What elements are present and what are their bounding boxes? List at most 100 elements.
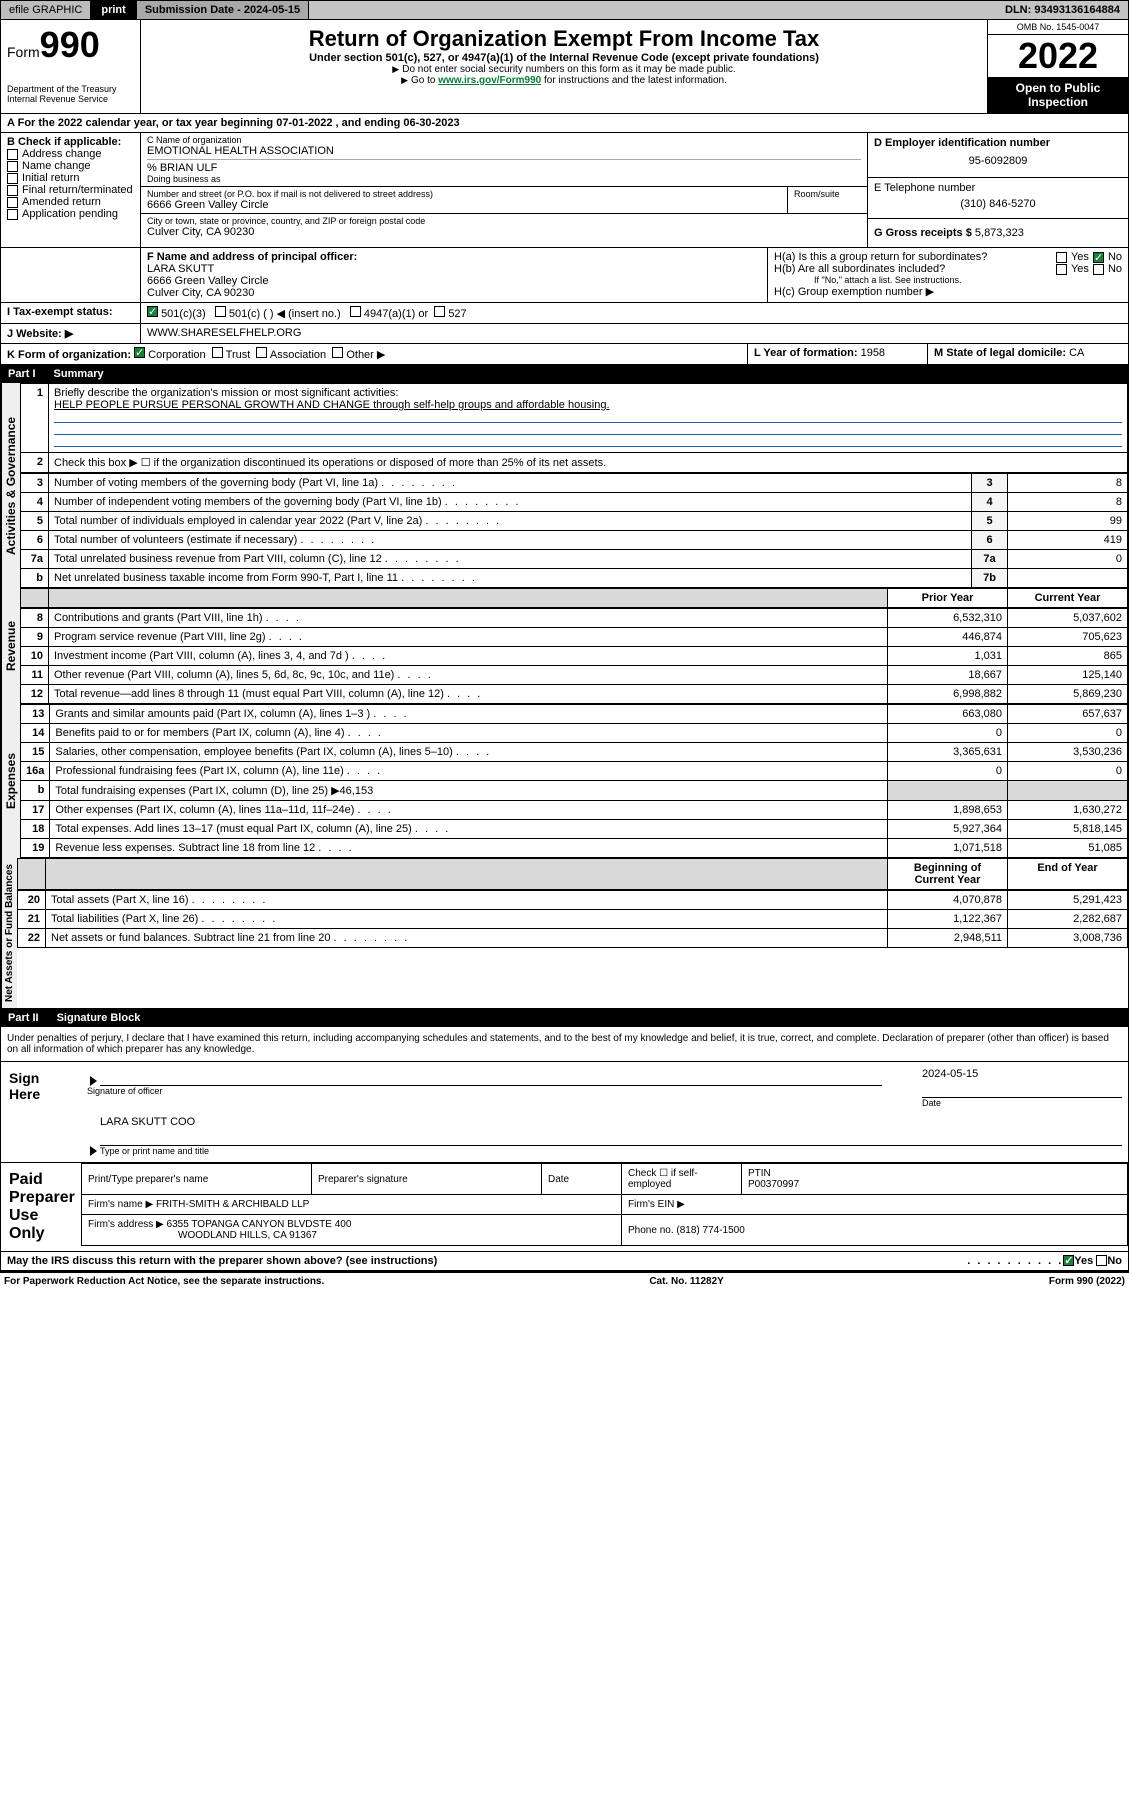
- box-b-item[interactable]: Address change: [7, 148, 134, 160]
- summary-row: bNet unrelated business taxable income f…: [21, 569, 1128, 588]
- revenue-section: Revenue Prior Year Current Year 8Contrib…: [0, 588, 1129, 704]
- phone-label: E Telephone number: [874, 182, 1122, 194]
- hb-yes[interactable]: [1056, 264, 1067, 275]
- efile-label: efile GRAPHIC: [1, 1, 91, 19]
- ha-yes[interactable]: [1056, 252, 1067, 263]
- page-footer: For Paperwork Reduction Act Notice, see …: [0, 1271, 1129, 1290]
- form-number: 990: [40, 24, 100, 65]
- expense-row: 17Other expenses (Part IX, column (A), l…: [21, 801, 1128, 820]
- no-text2: No: [1108, 263, 1122, 275]
- dots: . . . . . . . . . .: [967, 1255, 1063, 1267]
- i-label: I Tax-exempt status:: [1, 303, 141, 323]
- yes-text2: Yes: [1071, 263, 1089, 275]
- expense-row: bTotal fundraising expenses (Part IX, co…: [21, 781, 1128, 801]
- street-address: 6666 Green Valley Circle: [147, 199, 781, 211]
- declaration: Under penalties of perjury, I declare th…: [0, 1027, 1129, 1062]
- opt-other: Other ▶: [346, 349, 385, 361]
- ptin-value: P00370997: [748, 1179, 799, 1190]
- state-domicile: CA: [1069, 347, 1084, 359]
- opt-trust: Trust: [226, 349, 251, 361]
- discuss-yes[interactable]: [1063, 1255, 1074, 1266]
- opt-501c: 501(c) ( ) ◀ (insert no.): [229, 308, 341, 320]
- org-name: EMOTIONAL HEALTH ASSOCIATION: [147, 145, 861, 157]
- cat-no: Cat. No. 11282Y: [649, 1276, 723, 1287]
- 501c3-check[interactable]: [147, 306, 158, 317]
- assoc-check[interactable]: [256, 347, 267, 358]
- instr-ssn: Do not enter social security numbers on …: [147, 64, 981, 75]
- box-c-label: C Name of organization: [147, 135, 861, 145]
- corp-check[interactable]: [134, 347, 145, 358]
- summary-row: 4Number of independent voting members of…: [21, 493, 1128, 512]
- net-row: 20Total assets (Part X, line 16) . . . .…: [18, 891, 1128, 910]
- room-suite: Room/suite: [787, 187, 867, 213]
- city-label: City or town, state or province, country…: [147, 216, 861, 226]
- expense-row: 18Total expenses. Add lines 13–17 (must …: [21, 820, 1128, 839]
- print-button[interactable]: print: [91, 1, 136, 19]
- omb-number: OMB No. 1545-0047: [988, 20, 1128, 35]
- net-row: 21Total liabilities (Part X, line 26) . …: [18, 910, 1128, 929]
- part2-title: Signature Block: [57, 1012, 141, 1024]
- l1-label: Briefly describe the organization's miss…: [54, 387, 398, 399]
- discuss-no[interactable]: [1096, 1255, 1107, 1266]
- vlabel-exp: Expenses: [1, 704, 20, 858]
- topbar-spacer: [309, 7, 997, 13]
- part2-header: Part II Signature Block: [0, 1009, 1129, 1027]
- firm-label: Firm's name ▶: [88, 1199, 153, 1210]
- revenue-row: 9Program service revenue (Part VIII, lin…: [21, 628, 1128, 647]
- dba-label: Doing business as: [147, 174, 861, 184]
- hb-no[interactable]: [1093, 264, 1104, 275]
- trust-check[interactable]: [212, 347, 223, 358]
- self-employed-check[interactable]: Check ☐ if self-employed: [622, 1164, 742, 1195]
- hb-note: If "No," attach a list. See instructions…: [774, 275, 1122, 285]
- box-b-item[interactable]: Amended return: [7, 196, 134, 208]
- firm-phone: (818) 774-1500: [676, 1225, 744, 1236]
- 501c-check[interactable]: [215, 306, 226, 317]
- box-b-item[interactable]: Name change: [7, 160, 134, 172]
- sig-date: 2024-05-15: [922, 1068, 1122, 1080]
- 527-check[interactable]: [434, 306, 445, 317]
- arrow-icon: [90, 1076, 97, 1086]
- form-title: Return of Organization Exempt From Incom…: [147, 26, 981, 52]
- revenue-row: 8Contributions and grants (Part VIII, li…: [21, 609, 1128, 628]
- opt-527: 527: [448, 308, 466, 320]
- city-state-zip: Culver City, CA 90230: [147, 226, 861, 238]
- mission-text: HELP PEOPLE PURSUE PERSONAL GROWTH AND C…: [54, 399, 610, 411]
- net-section: Net Assets or Fund Balances Beginning of…: [0, 858, 1129, 1009]
- summary-row: 3Number of voting members of the governi…: [21, 474, 1128, 493]
- 4947-check[interactable]: [350, 306, 361, 317]
- website: WWW.SHARESELFHELP.ORG: [141, 324, 1128, 343]
- net-row: 22Net assets or fund balances. Subtract …: [18, 929, 1128, 948]
- officer-printed-name: LARA SKUTT COO: [100, 1116, 1122, 1128]
- expense-row: 19Revenue less expenses. Subtract line 1…: [21, 839, 1128, 858]
- ha-no[interactable]: [1093, 252, 1104, 263]
- discuss-row: May the IRS discuss this return with the…: [0, 1252, 1129, 1271]
- box-f-label: F Name and address of principal officer:: [147, 251, 761, 263]
- part1-header: Part I Summary: [0, 365, 1129, 383]
- firm-addr2: WOODLAND HILLS, CA 91367: [88, 1230, 317, 1241]
- begin-year-hdr: Beginning of Current Year: [888, 859, 1008, 890]
- revenue-row: 12Total revenue—add lines 8 through 11 (…: [21, 685, 1128, 704]
- paid-preparer-block: Paid Preparer Use Only Print/Type prepar…: [0, 1163, 1129, 1252]
- discuss-text: May the IRS discuss this return with the…: [7, 1255, 967, 1267]
- ein-value: 95-6092809: [874, 149, 1122, 173]
- box-b-item[interactable]: Final return/terminated: [7, 184, 134, 196]
- vlabel-gov: Activities & Governance: [1, 383, 20, 588]
- box-b-item[interactable]: Application pending: [7, 208, 134, 220]
- gross-receipts-value: 5,873,323: [975, 227, 1024, 239]
- sign-here-block: Sign Here Signature of officer 2024-05-1…: [0, 1062, 1129, 1163]
- dept-treasury: Department of the Treasury: [7, 84, 134, 94]
- summary-row: 5Total number of individuals employed in…: [21, 512, 1128, 531]
- yes3: Yes: [1074, 1255, 1093, 1267]
- vlabel-rev: Revenue: [1, 588, 20, 704]
- period-text: For the 2022 calendar year, or tax year …: [18, 117, 460, 129]
- opt-assoc: Association: [270, 349, 326, 361]
- irs-link[interactable]: www.irs.gov/Form990: [438, 75, 541, 86]
- firm-ein-label: Firm's EIN ▶: [622, 1195, 1128, 1215]
- box-b-item[interactable]: Initial return: [7, 172, 134, 184]
- addr-label: Number and street (or P.O. box if mail i…: [147, 189, 781, 199]
- expense-row: 14Benefits paid to or for members (Part …: [21, 724, 1128, 743]
- other-check[interactable]: [332, 347, 343, 358]
- prep-name-hdr: Print/Type preparer's name: [82, 1164, 312, 1195]
- expenses-section: Expenses 13Grants and similar amounts pa…: [0, 704, 1129, 858]
- yes-text: Yes: [1071, 251, 1089, 263]
